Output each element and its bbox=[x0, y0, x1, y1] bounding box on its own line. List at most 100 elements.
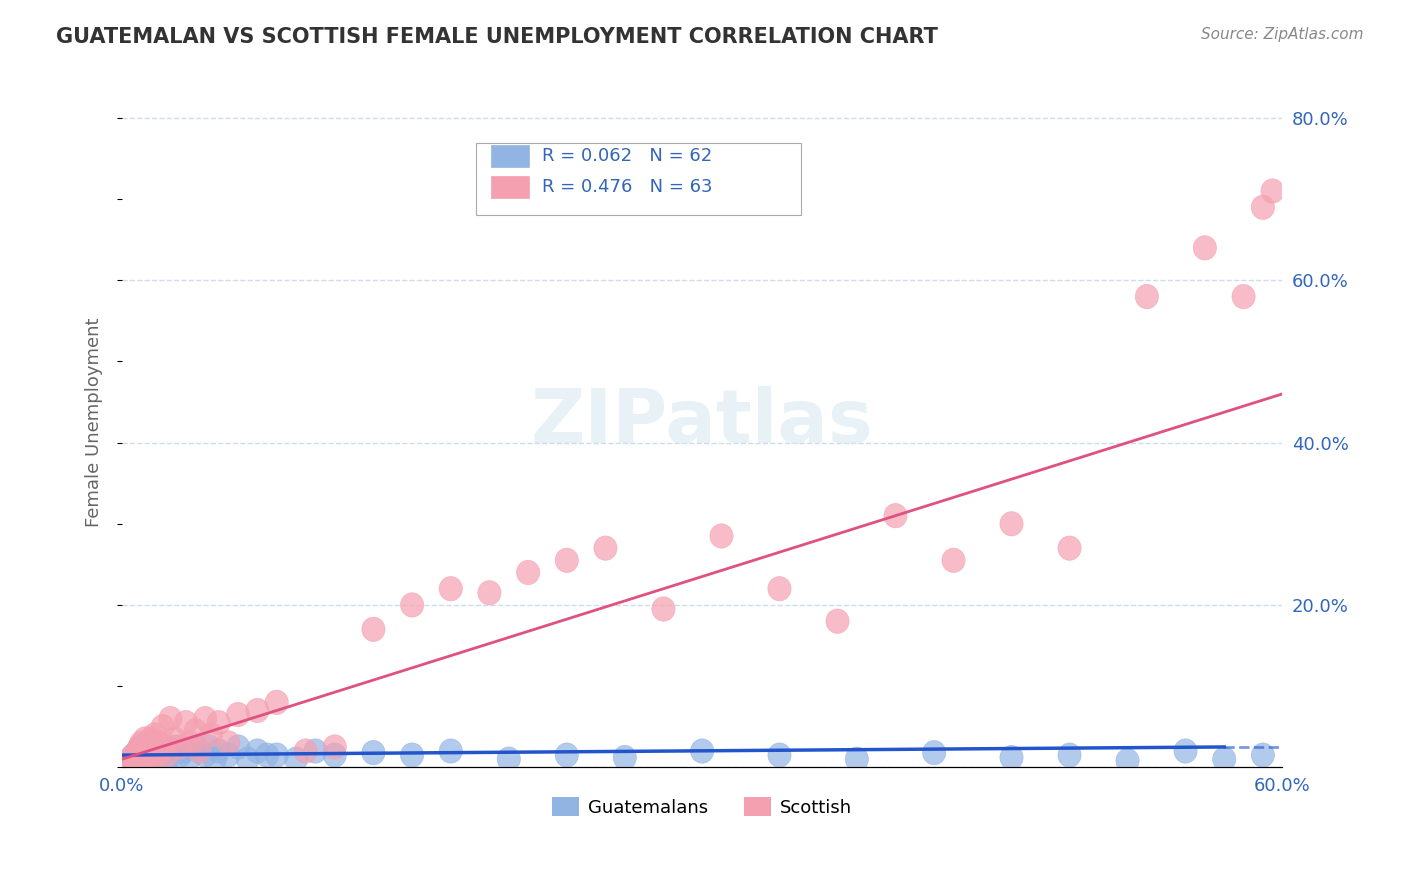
Ellipse shape bbox=[516, 560, 540, 584]
Ellipse shape bbox=[845, 747, 869, 772]
Ellipse shape bbox=[304, 739, 328, 764]
Ellipse shape bbox=[710, 524, 733, 549]
Ellipse shape bbox=[613, 746, 637, 770]
Ellipse shape bbox=[138, 735, 160, 759]
Ellipse shape bbox=[128, 747, 150, 772]
Ellipse shape bbox=[197, 735, 221, 759]
Ellipse shape bbox=[217, 731, 240, 756]
Ellipse shape bbox=[361, 740, 385, 764]
Ellipse shape bbox=[323, 735, 346, 759]
Ellipse shape bbox=[1000, 746, 1024, 770]
Ellipse shape bbox=[120, 747, 143, 772]
Ellipse shape bbox=[124, 743, 148, 767]
Ellipse shape bbox=[266, 743, 288, 767]
Ellipse shape bbox=[129, 731, 153, 756]
Text: GUATEMALAN VS SCOTTISH FEMALE UNEMPLOYMENT CORRELATION CHART: GUATEMALAN VS SCOTTISH FEMALE UNEMPLOYME… bbox=[56, 27, 938, 46]
Ellipse shape bbox=[922, 740, 946, 764]
Ellipse shape bbox=[169, 735, 191, 759]
Ellipse shape bbox=[179, 731, 201, 756]
Ellipse shape bbox=[246, 739, 269, 764]
FancyBboxPatch shape bbox=[475, 143, 801, 215]
Ellipse shape bbox=[129, 743, 153, 767]
Ellipse shape bbox=[768, 576, 792, 601]
Ellipse shape bbox=[652, 597, 675, 621]
Ellipse shape bbox=[555, 549, 578, 573]
Ellipse shape bbox=[145, 747, 169, 772]
Ellipse shape bbox=[139, 735, 163, 759]
Ellipse shape bbox=[236, 747, 259, 772]
Ellipse shape bbox=[204, 747, 226, 772]
Ellipse shape bbox=[122, 747, 145, 772]
Ellipse shape bbox=[188, 739, 211, 764]
Ellipse shape bbox=[160, 743, 184, 767]
Ellipse shape bbox=[1000, 512, 1024, 536]
Ellipse shape bbox=[148, 731, 170, 756]
Ellipse shape bbox=[127, 746, 149, 770]
Ellipse shape bbox=[825, 609, 849, 633]
Ellipse shape bbox=[884, 503, 907, 528]
Ellipse shape bbox=[128, 735, 150, 759]
Ellipse shape bbox=[174, 710, 197, 735]
Ellipse shape bbox=[194, 743, 217, 767]
Ellipse shape bbox=[439, 576, 463, 601]
Ellipse shape bbox=[122, 743, 145, 767]
Ellipse shape bbox=[129, 743, 153, 767]
Ellipse shape bbox=[128, 747, 150, 772]
Ellipse shape bbox=[150, 743, 174, 767]
Ellipse shape bbox=[478, 581, 501, 605]
FancyBboxPatch shape bbox=[491, 145, 529, 167]
Ellipse shape bbox=[143, 723, 166, 747]
Ellipse shape bbox=[118, 748, 142, 773]
Legend: Guatemalans, Scottish: Guatemalans, Scottish bbox=[544, 790, 859, 824]
Ellipse shape bbox=[163, 727, 186, 751]
Ellipse shape bbox=[124, 748, 148, 773]
FancyBboxPatch shape bbox=[491, 176, 529, 198]
Ellipse shape bbox=[226, 702, 250, 727]
Ellipse shape bbox=[200, 723, 222, 747]
Ellipse shape bbox=[169, 743, 191, 767]
Ellipse shape bbox=[138, 743, 160, 767]
Ellipse shape bbox=[139, 727, 163, 751]
Ellipse shape bbox=[256, 743, 278, 767]
Ellipse shape bbox=[1057, 743, 1081, 767]
Ellipse shape bbox=[401, 743, 423, 767]
Ellipse shape bbox=[1261, 179, 1284, 203]
Ellipse shape bbox=[294, 739, 318, 764]
Ellipse shape bbox=[184, 735, 207, 759]
Ellipse shape bbox=[142, 743, 165, 767]
Ellipse shape bbox=[145, 743, 169, 767]
Ellipse shape bbox=[143, 743, 166, 767]
Ellipse shape bbox=[153, 735, 176, 759]
Ellipse shape bbox=[127, 739, 149, 764]
Ellipse shape bbox=[194, 706, 217, 731]
Ellipse shape bbox=[129, 735, 153, 759]
Ellipse shape bbox=[266, 690, 288, 714]
Ellipse shape bbox=[1212, 747, 1236, 772]
Ellipse shape bbox=[135, 739, 159, 764]
Ellipse shape bbox=[1194, 235, 1216, 260]
Ellipse shape bbox=[132, 747, 155, 772]
Ellipse shape bbox=[207, 710, 231, 735]
Ellipse shape bbox=[155, 743, 179, 767]
Ellipse shape bbox=[1174, 739, 1197, 764]
Ellipse shape bbox=[207, 739, 231, 764]
Ellipse shape bbox=[555, 743, 578, 767]
Ellipse shape bbox=[145, 735, 169, 759]
Ellipse shape bbox=[439, 739, 463, 764]
Ellipse shape bbox=[139, 746, 163, 770]
Ellipse shape bbox=[942, 549, 965, 573]
Ellipse shape bbox=[159, 706, 181, 731]
Ellipse shape bbox=[134, 739, 157, 764]
Ellipse shape bbox=[120, 746, 143, 770]
Ellipse shape bbox=[188, 739, 211, 764]
Ellipse shape bbox=[1135, 285, 1159, 309]
Ellipse shape bbox=[173, 739, 195, 764]
Ellipse shape bbox=[153, 735, 176, 759]
Ellipse shape bbox=[127, 739, 149, 764]
Ellipse shape bbox=[139, 739, 163, 764]
Ellipse shape bbox=[165, 735, 188, 759]
Ellipse shape bbox=[142, 747, 165, 772]
Ellipse shape bbox=[149, 739, 173, 764]
Ellipse shape bbox=[401, 593, 423, 617]
Ellipse shape bbox=[159, 739, 181, 764]
